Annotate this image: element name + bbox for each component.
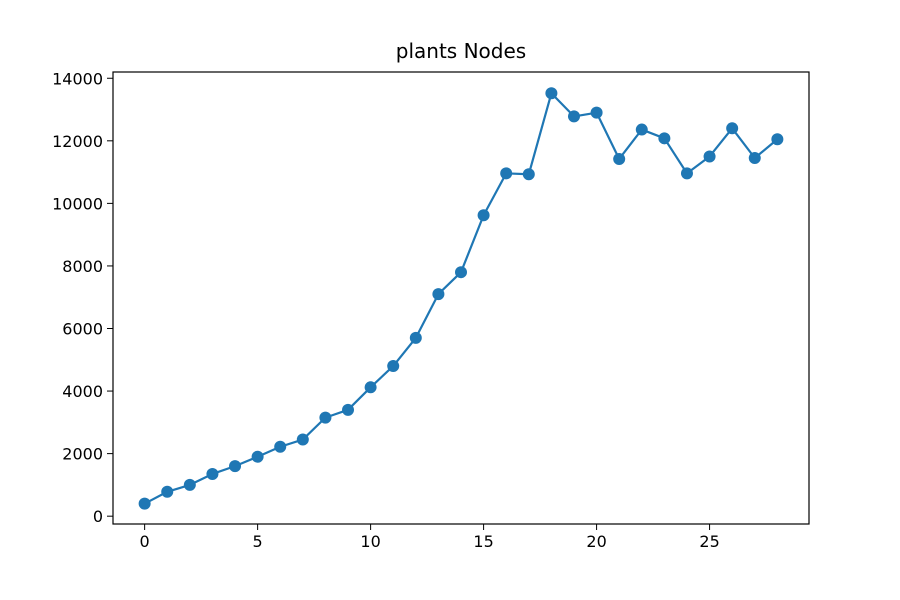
data-point — [296, 433, 309, 446]
y-tick-label: 14000 — [52, 69, 103, 88]
x-tick-label: 20 — [586, 532, 606, 551]
x-tick-label: 15 — [473, 532, 493, 551]
data-point — [658, 132, 671, 145]
data-point — [342, 403, 355, 416]
data-point — [432, 288, 445, 301]
data-point — [274, 440, 287, 453]
x-tick-label: 10 — [360, 532, 380, 551]
data-point — [613, 152, 626, 165]
y-tick-label: 0 — [93, 507, 103, 526]
data-point — [680, 167, 693, 180]
chart-title: plants Nodes — [396, 39, 526, 63]
plot-area-frame — [112, 71, 810, 525]
data-point — [545, 87, 558, 100]
data-point — [364, 381, 377, 394]
y-tick-label: 6000 — [62, 319, 103, 338]
data-point — [229, 460, 242, 473]
data-point — [206, 467, 219, 480]
data-point — [635, 123, 648, 136]
y-tick-label: 2000 — [62, 445, 103, 464]
data-point — [500, 167, 513, 180]
data-point — [703, 150, 716, 163]
data-point — [590, 106, 603, 119]
data-point — [726, 122, 739, 135]
y-tick-label: 10000 — [52, 194, 103, 213]
data-point — [748, 152, 761, 165]
data-point — [455, 266, 467, 279]
y-axis-ticks: 0 2000 4000 6000 8000 10000 12000 14000 — [52, 69, 113, 526]
data-point — [387, 360, 400, 373]
y-tick-label: 4000 — [62, 382, 103, 401]
data-point — [138, 497, 151, 510]
y-tick-label: 8000 — [62, 257, 103, 276]
data-point — [771, 133, 784, 146]
data-point — [522, 168, 535, 181]
y-tick-label: 12000 — [52, 132, 103, 151]
series-layer — [138, 87, 784, 510]
data-point — [161, 485, 174, 498]
x-tick-label: 25 — [699, 532, 719, 551]
x-axis-ticks: 0 5 10 15 20 25 — [140, 524, 720, 551]
data-point — [409, 331, 422, 344]
data-point — [319, 411, 332, 424]
data-point — [251, 450, 264, 463]
x-tick-label: 5 — [253, 532, 263, 551]
x-tick-label: 0 — [140, 532, 150, 551]
data-point — [477, 209, 490, 222]
data-point — [183, 478, 196, 491]
data-point — [567, 110, 580, 123]
